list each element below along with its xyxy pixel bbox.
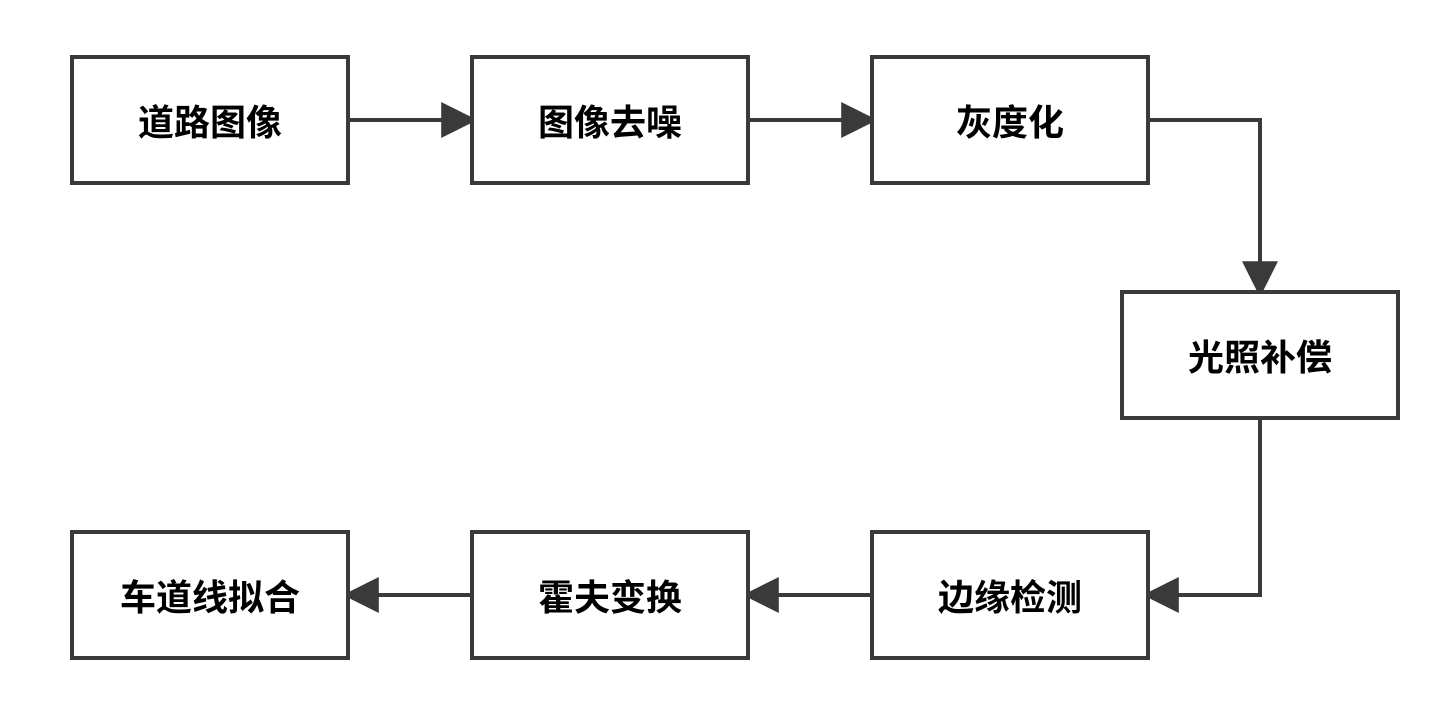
flowchart-node-n2: 图像去噪 [470, 55, 750, 185]
flowchart-node-n1: 道路图像 [70, 55, 350, 185]
flowchart-edge [1150, 420, 1260, 595]
flowchart-node-label: 光照补偿 [1188, 329, 1332, 381]
flowchart-node-n5: 边缘检测 [870, 530, 1150, 660]
flowchart-node-n6: 霍夫变换 [470, 530, 750, 660]
flowchart-node-label: 霍夫变换 [538, 569, 682, 621]
flowchart-node-label: 图像去噪 [538, 94, 682, 146]
flowchart-canvas: 道路图像 图像去噪 灰度化光照补偿边缘检测 霍夫变换 车道线拟合 [0, 0, 1455, 715]
flowchart-node-n7: 车道线拟合 [70, 530, 350, 660]
flowchart-node-n4: 光照补偿 [1120, 290, 1400, 420]
flowchart-edge [1150, 120, 1260, 290]
flowchart-node-n3: 灰度化 [870, 55, 1150, 185]
flowchart-node-label: 灰度化 [956, 94, 1064, 146]
flowchart-node-label: 道路图像 [138, 94, 282, 146]
flowchart-node-label: 边缘检测 [938, 569, 1082, 621]
flowchart-node-label: 车道线拟合 [120, 569, 300, 621]
